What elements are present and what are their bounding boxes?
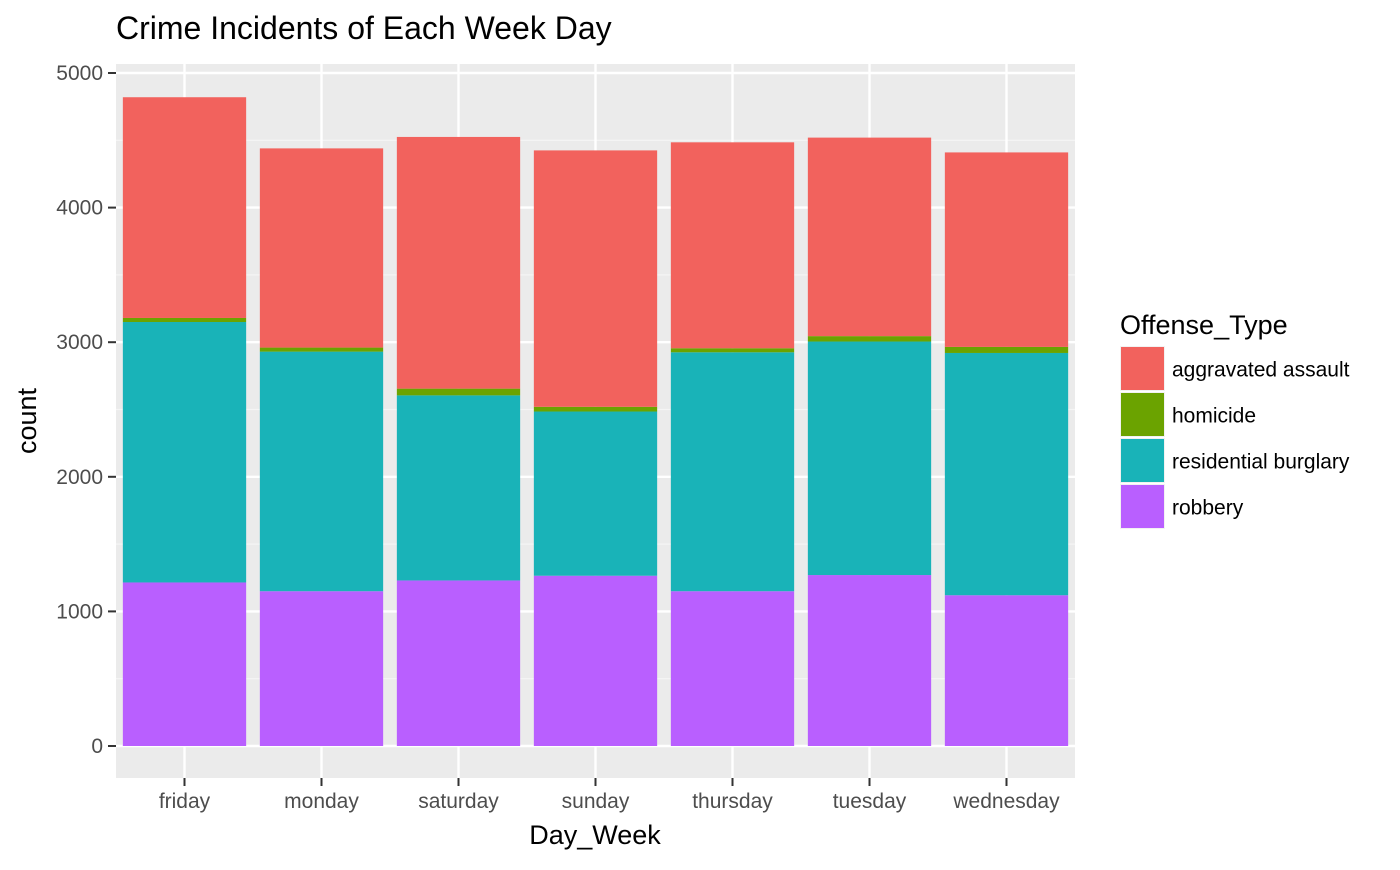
bar-segment-aggravated-assault-monday	[259, 148, 384, 348]
bars-group	[122, 97, 1069, 746]
bar-segment-robbery-saturday	[396, 580, 521, 746]
y-axis-title: count	[12, 387, 42, 454]
bar-segment-homicide-wednesday	[944, 346, 1069, 353]
axes-group: 0 1000 2000 3000 4000 5000 friday monday saturda…	[56, 62, 1060, 813]
bar-segment-aggravated-assault-thursday	[670, 142, 795, 349]
legend-key-swatch	[1121, 485, 1164, 528]
y-tick-label: 1000	[56, 600, 103, 623]
bar-segment-aggravated-assault-wednesday	[944, 152, 1069, 347]
bar-segment-aggravated-assault-friday	[122, 97, 247, 318]
legend-key-swatch	[1121, 347, 1164, 390]
bar-segment-aggravated-assault-tuesday	[807, 137, 932, 337]
bar-segment-robbery-thursday	[670, 591, 795, 746]
bar-segment-aggravated-assault-saturday	[396, 136, 521, 389]
bar-segment-homicide-thursday	[670, 348, 795, 353]
bar-segment-residential-burglary-monday	[259, 351, 384, 592]
y-tick-label: 5000	[56, 62, 103, 85]
bar-segment-robbery-tuesday	[807, 575, 932, 746]
bar-segment-homicide-friday	[122, 317, 247, 323]
bar-segment-robbery-sunday	[533, 575, 658, 746]
bar-segment-aggravated-assault-sunday	[533, 150, 658, 407]
x-axis-title: Day_Week	[529, 820, 661, 850]
bar-segment-homicide-sunday	[533, 406, 658, 412]
legend-label: aggravated assault	[1172, 359, 1350, 382]
bar-segment-residential-burglary-tuesday	[807, 341, 932, 576]
legend: Offense_Type aggravated assault homicide r…	[1120, 310, 1350, 529]
legend-label: homicide	[1172, 405, 1256, 428]
bar-segment-robbery-wednesday	[944, 595, 1069, 746]
bar-segment-residential-burglary-wednesday	[944, 352, 1069, 596]
x-tick-label: saturday	[418, 790, 499, 813]
bar-segment-homicide-monday	[259, 347, 384, 352]
legend-key-swatch	[1121, 393, 1164, 436]
legend-label: robbery	[1172, 497, 1244, 520]
bar-segment-residential-burglary-friday	[122, 322, 247, 583]
x-tick-label: thursday	[692, 790, 773, 813]
legend-label: residential burglary	[1172, 451, 1350, 474]
bar-segment-robbery-friday	[122, 582, 247, 746]
y-tick-label: 0	[91, 735, 103, 758]
chart-title: Crime Incidents of Each Week Day	[116, 10, 612, 46]
y-tick-label: 2000	[56, 466, 103, 489]
x-tick-label: monday	[284, 790, 359, 813]
legend-key-swatch	[1121, 439, 1164, 482]
x-tick-label: wednesday	[952, 790, 1060, 813]
x-tick-label: sunday	[562, 790, 630, 813]
bar-segment-residential-burglary-saturday	[396, 395, 521, 581]
bar-segment-homicide-tuesday	[807, 336, 932, 342]
y-tick-label: 3000	[56, 331, 103, 354]
x-tick-label: friday	[159, 790, 211, 813]
x-tick-label: tuesday	[833, 790, 907, 813]
bar-segment-residential-burglary-thursday	[670, 352, 795, 592]
legend-title: Offense_Type	[1120, 310, 1288, 340]
bar-segment-robbery-monday	[259, 591, 384, 746]
y-tick-label: 4000	[56, 197, 103, 220]
bar-segment-homicide-saturday	[396, 388, 521, 396]
bar-segment-residential-burglary-sunday	[533, 411, 658, 576]
